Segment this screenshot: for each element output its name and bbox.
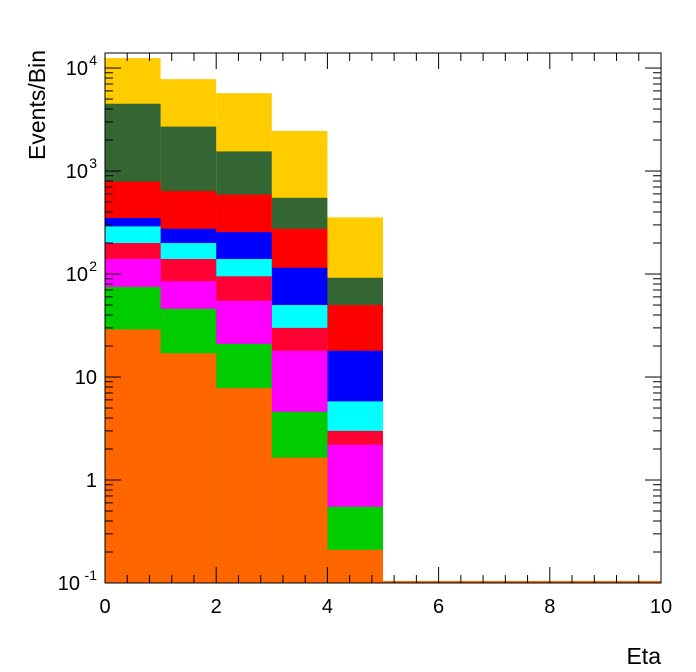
y-tick-label: 10: [66, 264, 88, 286]
x-tick-labels: 0 2 4 6 8 10: [99, 596, 672, 618]
bar-segment-layer-8-bin-0: [105, 329, 161, 583]
y-tick-exponent: 4: [89, 52, 97, 68]
plot-frame: [104, 52, 662, 584]
y-tick-label: 10: [66, 161, 88, 183]
y-tick-exponent: 3: [89, 155, 97, 171]
plot-border: [104, 52, 662, 584]
y-tick-label: 10: [75, 367, 97, 389]
bar-segment-layer-8-bin-1: [160, 353, 217, 583]
y-tick-exponent: -1: [85, 567, 98, 583]
y-tick-exponent: 2: [89, 258, 97, 274]
x-tick-label: 0: [99, 596, 110, 618]
bar-segment-layer-8-bin-4: [327, 549, 383, 583]
bar-segment-layer-8-bin-2: [216, 388, 272, 583]
x-tick-label: 10: [650, 596, 672, 618]
y-tick-label: 10: [58, 573, 80, 595]
axis-ticks: [104, 53, 662, 584]
x-tick-label: 2: [211, 596, 222, 618]
y-tick-label: 10: [66, 58, 88, 80]
stacked-bars: [105, 58, 661, 584]
x-tick-label: 4: [322, 596, 333, 618]
x-tick-label: 8: [544, 596, 555, 618]
bar-segment-layer-8-bin-3: [271, 457, 328, 583]
y-tick-label: 1: [86, 470, 97, 492]
y-axis-title: Events/Bin: [24, 50, 50, 160]
x-tick-label: 6: [433, 596, 444, 618]
x-axis-title: Eta: [626, 643, 661, 669]
